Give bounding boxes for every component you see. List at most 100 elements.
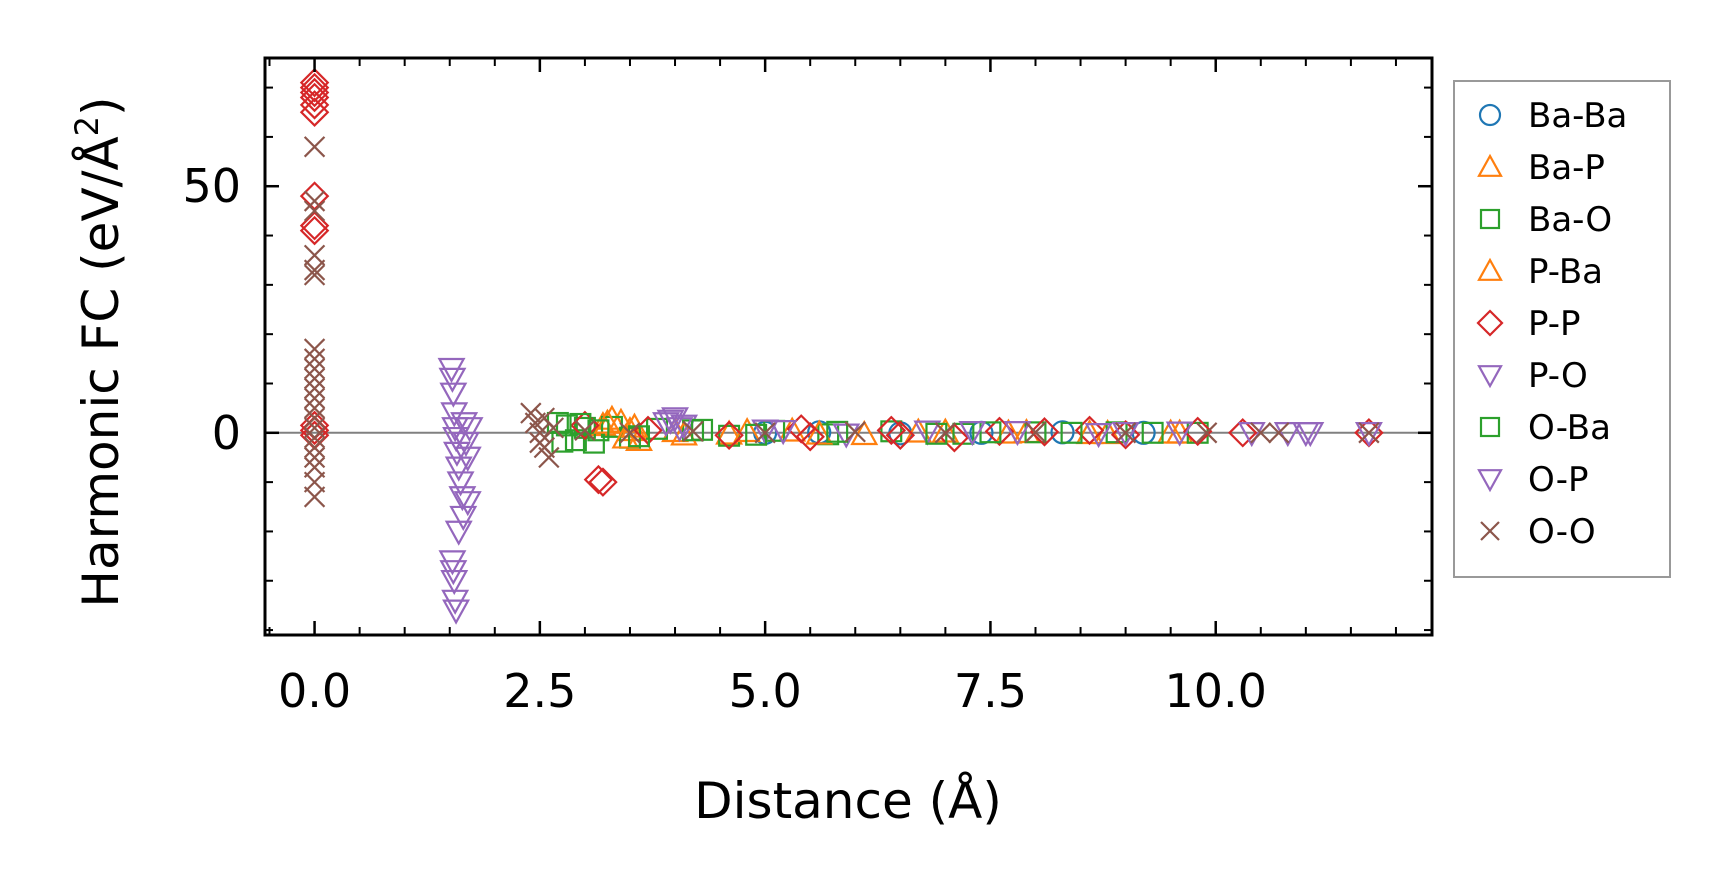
y-axis-label: Harmonic FC (eV/Å2) <box>68 96 130 607</box>
data-point-p-p <box>299 210 330 241</box>
data-point-o-p <box>1354 422 1383 448</box>
data-point-ba-p <box>778 416 807 442</box>
legend-marker-o-o-stroke-b <box>1480 521 1500 541</box>
data-point-p-ba <box>904 417 933 443</box>
data-point-p-ba <box>805 419 834 445</box>
data-point-p-p <box>299 72 330 103</box>
series-p-p <box>299 67 1384 497</box>
data-point-o-ba <box>587 419 610 442</box>
data-point-o-o-stroke-b <box>303 436 326 459</box>
data-point-p-o <box>1084 423 1113 449</box>
data-point-p-p <box>299 82 330 113</box>
x-tick-label: 2.5 <box>503 664 576 718</box>
data-point-o-o-stroke-b <box>682 420 704 443</box>
data-point-p-o <box>913 420 942 446</box>
x-tick-label: 5.0 <box>729 664 802 718</box>
data-point-o-o-stroke-b <box>303 367 326 390</box>
data-point-o-o-stroke-b <box>303 259 326 281</box>
data-point-p-o <box>670 414 699 440</box>
legend-marker-o-ba <box>1479 416 1501 438</box>
data-point-o-p <box>1111 422 1140 448</box>
legend-marker-p-p <box>1476 309 1504 337</box>
data-point-p-o <box>446 471 475 497</box>
legend-label-o-ba: O-Ba <box>1528 408 1611 448</box>
data-point-o-o <box>1250 422 1272 444</box>
data-point-p-p <box>885 420 916 451</box>
data-point-o-ba <box>1060 421 1083 444</box>
data-point-o-o-stroke-b <box>303 136 326 158</box>
data-point-p-o <box>453 446 482 472</box>
data-point-o-o-stroke-b <box>303 244 326 266</box>
data-point-o-o-stroke-b <box>303 348 326 370</box>
data-point-o-o <box>303 348 326 370</box>
data-point-o-o-stroke-b <box>303 377 326 400</box>
data-point-o-o <box>303 456 326 479</box>
data-point-o-o <box>934 422 957 444</box>
data-point-o-o-stroke-b <box>303 427 326 449</box>
data-point-o-o-stroke-b <box>574 419 596 442</box>
data-point-o-o-stroke-b <box>934 422 957 444</box>
plot-area <box>265 67 1432 625</box>
data-point-o-o <box>574 419 596 442</box>
legend-marker-o-o <box>1480 521 1500 541</box>
data-point-o-o <box>1196 422 1218 444</box>
data-point-p-p <box>299 67 330 98</box>
data-point-p-p <box>588 467 618 497</box>
data-point-o-o <box>1114 422 1137 444</box>
data-point-ba-o <box>1024 421 1047 444</box>
data-point-o-p <box>442 599 471 625</box>
data-point-o-o <box>303 486 326 508</box>
data-point-o-o <box>303 200 326 222</box>
data-point-o-p <box>453 491 482 517</box>
data-point-p-p <box>1029 417 1060 447</box>
data-point-ba-o <box>952 422 975 445</box>
data-point-p-o <box>442 426 471 453</box>
data-point-o-o <box>303 446 326 469</box>
data-point-ba-p <box>715 419 744 445</box>
data-point-p-p <box>795 421 825 452</box>
legend-label-o-o: O-O <box>1528 512 1596 552</box>
data-point-o-o-stroke-b <box>520 402 542 424</box>
data-point-o-o <box>303 397 326 419</box>
data-point-p-p <box>299 77 330 108</box>
legend-box <box>1453 80 1671 578</box>
data-point-o-o-stroke-b <box>538 446 560 469</box>
y-axis-label-text: Harmonic FC (eV/Å <box>72 136 130 607</box>
data-point-o-o-stroke-b <box>619 422 641 444</box>
data-point-o-o-stroke-b <box>844 421 866 443</box>
data-point-o-o <box>1268 422 1290 444</box>
x-tick-label: 0.0 <box>278 664 351 718</box>
data-point-o-o-stroke-b <box>303 471 326 493</box>
data-point-p-p <box>299 97 330 128</box>
data-point-p-o <box>439 382 468 408</box>
data-point-p-o <box>450 412 479 438</box>
data-point-o-ba <box>627 425 650 448</box>
data-point-o-o <box>303 259 326 281</box>
data-point-o-o <box>1358 422 1380 444</box>
data-point-p-o <box>438 367 467 393</box>
x-tick-label: 7.5 <box>954 664 1027 718</box>
data-point-p-o <box>455 417 484 443</box>
data-point-o-ba <box>551 430 574 453</box>
data-point-o-o <box>303 136 326 158</box>
data-point-o-o <box>303 244 326 266</box>
data-point-o-o <box>303 377 326 400</box>
data-point-o-o <box>303 436 326 459</box>
x-axis-label: Distance (Å) <box>694 772 1002 830</box>
data-point-p-p <box>583 464 614 495</box>
data-point-o-o <box>682 420 704 443</box>
legend-label-ba-ba: Ba-Ba <box>1528 96 1627 136</box>
data-point-o-p <box>449 505 478 532</box>
data-point-o-o <box>844 421 866 443</box>
data-point-o-o-stroke-b <box>1250 422 1272 444</box>
data-point-p-o <box>444 456 473 482</box>
data-point-o-o-stroke-b <box>1114 422 1137 444</box>
legend-marker-ba-ba <box>1478 103 1502 127</box>
legend: Ba-Ba Ba-P Ba-O P-Ba P-P P-O O-Ba O-P O-O <box>1453 80 1671 578</box>
data-point-o-o <box>529 422 551 444</box>
data-point-p-ba <box>994 418 1023 444</box>
data-point-o-o-stroke-b <box>303 338 326 360</box>
data-point-p-o <box>442 441 471 467</box>
series-o-p <box>438 409 1383 625</box>
